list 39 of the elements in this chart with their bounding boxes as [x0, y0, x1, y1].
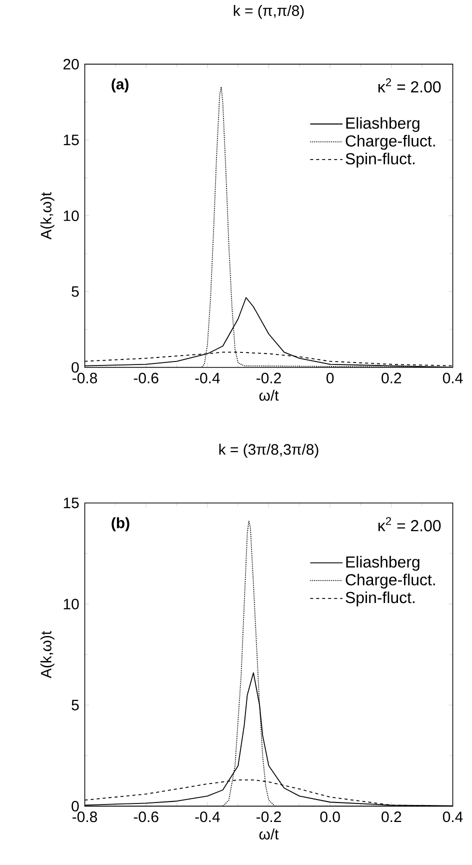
- y-axis-title: A(k,ω)t: [40, 192, 55, 240]
- x-tick-label: 0.4: [443, 812, 463, 822]
- y-tick-label: 5: [72, 700, 79, 710]
- y-tick-label: 10: [64, 210, 79, 222]
- y-tick-label: 0: [72, 362, 79, 373]
- y-tick-label: 10: [64, 598, 79, 610]
- annotation: κ$^{2}$ = 2.00: [378, 517, 441, 532]
- x-tick-label: -0.4: [195, 812, 220, 822]
- legend-label: Eliashberg: [346, 117, 420, 132]
- x-tick-label: -0.8: [72, 372, 98, 384]
- annotation: (b): [112, 517, 130, 532]
- y-tick-label: 15: [64, 134, 79, 146]
- y-tick-label: 15: [64, 498, 79, 508]
- x-tick-label: -0.8: [72, 812, 98, 822]
- annotation: κ$^{2}$ = 2.00: [378, 78, 441, 93]
- x-tick-label: 0.0: [320, 812, 340, 822]
- chart-title: k = (3π/8,3π/8): [219, 444, 318, 458]
- x-tick-label: -0.2: [256, 372, 282, 384]
- legend-label: Charge-fluct.: [346, 134, 435, 150]
- y-tick-label: 5: [72, 286, 79, 297]
- x-tick-label: 0.4: [443, 372, 463, 384]
- x-tick-label: -0.6: [134, 372, 158, 384]
- legend-label: Eliashberg: [346, 556, 420, 571]
- legend-label: Spin-fluct.: [346, 591, 415, 606]
- x-axis-title: ω/t: [260, 390, 279, 401]
- x-tick-label: -0.4: [195, 372, 220, 384]
- annotation: (a): [112, 78, 129, 92]
- x-tick-label: -0.6: [134, 812, 158, 822]
- x-tick-label: 0.2: [382, 372, 402, 384]
- legend-label: Spin-fluct.: [346, 152, 415, 168]
- chart-title: k = (π,π/8): [234, 4, 304, 19]
- y-tick-label: 20: [64, 58, 79, 70]
- x-tick-label: 0: [326, 372, 334, 384]
- y-tick-label: 0: [72, 800, 79, 812]
- x-tick-label: -0.2: [256, 812, 282, 822]
- x-axis-title: ω/t: [260, 828, 279, 840]
- x-tick-label: 0.2: [382, 812, 402, 822]
- y-axis-title: A(k,ω)t: [40, 630, 55, 678]
- legend-label: Charge-fluct.: [346, 574, 435, 589]
